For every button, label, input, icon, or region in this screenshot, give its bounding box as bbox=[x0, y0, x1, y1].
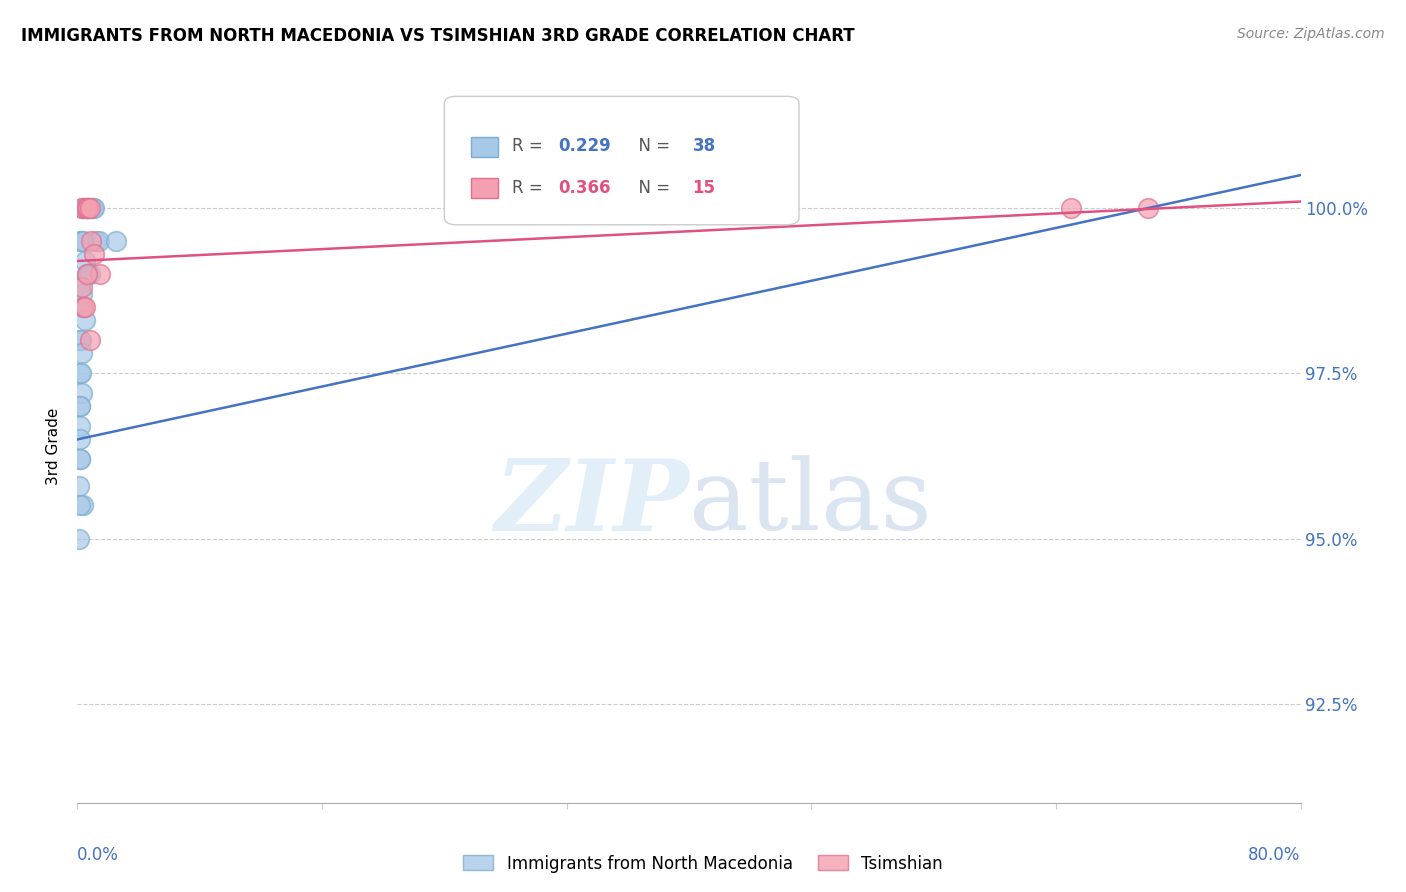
Point bbox=[69, 280, 91, 294]
Text: 0.0%: 0.0% bbox=[77, 846, 120, 863]
Point bbox=[76, 267, 98, 281]
Point bbox=[69, 400, 91, 414]
Text: N =: N = bbox=[628, 137, 675, 155]
Text: 15: 15 bbox=[693, 178, 716, 196]
Point bbox=[73, 300, 96, 314]
Point bbox=[87, 234, 110, 248]
Point bbox=[73, 313, 96, 327]
Point bbox=[77, 201, 100, 215]
Text: 80.0%: 80.0% bbox=[1249, 846, 1301, 863]
Point bbox=[83, 201, 105, 215]
Point bbox=[69, 234, 91, 248]
Point bbox=[69, 400, 91, 414]
Text: 38: 38 bbox=[693, 137, 716, 155]
Point bbox=[77, 201, 100, 215]
Point bbox=[73, 201, 96, 215]
Point bbox=[79, 267, 101, 281]
Point bbox=[80, 234, 103, 248]
Point bbox=[72, 234, 94, 248]
Point bbox=[69, 452, 91, 467]
Point bbox=[70, 346, 93, 360]
Point bbox=[76, 201, 98, 215]
Legend: Immigrants from North Macedonia, Tsimshian: Immigrants from North Macedonia, Tsimshi… bbox=[457, 848, 949, 880]
Point bbox=[72, 300, 94, 314]
Point bbox=[79, 333, 101, 347]
Point bbox=[70, 287, 93, 301]
Point bbox=[84, 234, 107, 248]
Point bbox=[67, 532, 90, 546]
Point bbox=[70, 234, 93, 248]
Point bbox=[70, 201, 93, 215]
FancyBboxPatch shape bbox=[444, 96, 799, 225]
Point bbox=[70, 201, 93, 215]
Point bbox=[76, 267, 98, 281]
Point bbox=[80, 201, 103, 215]
Point bbox=[70, 280, 93, 294]
Point bbox=[73, 254, 96, 268]
Text: 0.229: 0.229 bbox=[558, 137, 610, 155]
Text: R =: R = bbox=[512, 137, 547, 155]
Point bbox=[79, 201, 101, 215]
Point bbox=[69, 333, 91, 347]
Point bbox=[70, 367, 93, 381]
FancyBboxPatch shape bbox=[471, 136, 498, 157]
Y-axis label: 3rd Grade: 3rd Grade bbox=[46, 408, 62, 484]
Point bbox=[70, 386, 93, 401]
Point bbox=[67, 478, 90, 492]
Point bbox=[83, 247, 105, 261]
Text: N =: N = bbox=[628, 178, 675, 196]
Point bbox=[72, 499, 94, 513]
Text: ZIP: ZIP bbox=[494, 455, 689, 551]
Point bbox=[82, 201, 104, 215]
Text: 0.366: 0.366 bbox=[558, 178, 610, 196]
Text: R =: R = bbox=[512, 178, 547, 196]
Point bbox=[89, 267, 111, 281]
Point bbox=[104, 234, 127, 248]
Point bbox=[69, 452, 91, 467]
Point bbox=[69, 419, 91, 434]
Text: Source: ZipAtlas.com: Source: ZipAtlas.com bbox=[1237, 27, 1385, 41]
Point bbox=[70, 333, 93, 347]
Point bbox=[77, 267, 100, 281]
Point bbox=[79, 201, 101, 215]
FancyBboxPatch shape bbox=[471, 178, 498, 198]
Text: IMMIGRANTS FROM NORTH MACEDONIA VS TSIMSHIAN 3RD GRADE CORRELATION CHART: IMMIGRANTS FROM NORTH MACEDONIA VS TSIMS… bbox=[21, 27, 855, 45]
Point bbox=[73, 201, 96, 215]
Point bbox=[1136, 201, 1159, 215]
Text: atlas: atlas bbox=[689, 455, 932, 551]
Point bbox=[76, 201, 98, 215]
Point bbox=[69, 499, 91, 513]
Point bbox=[1060, 201, 1083, 215]
Point bbox=[72, 300, 94, 314]
Point bbox=[69, 367, 91, 381]
Point bbox=[69, 433, 91, 447]
